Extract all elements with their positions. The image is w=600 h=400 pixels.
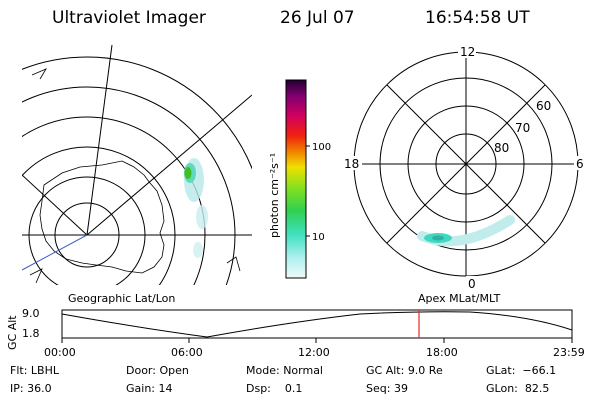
- polar-mlt-plot: 12 18 6 0 60 70 80: [342, 44, 586, 290]
- lat-label-60: 60: [536, 99, 551, 113]
- info-ip: IP: 36.0: [10, 382, 52, 395]
- mlt-label-12: 12: [460, 45, 475, 59]
- meridian-line: [86, 94, 252, 236]
- colorbar-gradient: [285, 79, 307, 279]
- timeline-xtick: 18:00: [426, 346, 458, 359]
- coast-fragment: [226, 256, 241, 272]
- info-door: Door: Open: [126, 364, 189, 377]
- timeline-xtick: 06:00: [171, 346, 203, 359]
- timeline-ylabel: GC Alt: [6, 315, 19, 350]
- timeline-xtick: 12:00: [298, 346, 330, 359]
- timeline-ytick-1: 1.8: [22, 327, 40, 340]
- info-glat: GLat: −66.1: [486, 364, 557, 377]
- colorbar-tick-100: 100: [312, 142, 331, 153]
- info-seq: Seq: 39: [366, 382, 408, 395]
- colorbar-tick-10: 10: [312, 232, 325, 243]
- coast-fragment: [29, 268, 43, 284]
- continent-outline: [39, 160, 165, 274]
- altitude-timeline: GC Alt 9.0 1.8: [6, 307, 573, 350]
- coast-fragment: [31, 68, 47, 80]
- timeline-frame: [61, 309, 573, 339]
- meridian-line: [86, 45, 113, 236]
- lat-circle: [22, 56, 252, 170]
- date-label: 26 Jul 07: [280, 8, 355, 28]
- timeline-left-title: Geographic Lat/Lon: [68, 292, 176, 305]
- colorbar: 100 10 photon cm⁻²s⁻¹: [268, 79, 331, 279]
- timeline-right-title: Apex MLat/MLT: [418, 292, 501, 305]
- info-gc-alt: GC Alt: 9.0 Re: [366, 364, 443, 377]
- lat-label-70: 70: [515, 121, 530, 135]
- mlt-label-0: 0: [468, 277, 476, 290]
- polar-axis: [386, 84, 546, 244]
- info-gain: Gain: 14: [126, 382, 173, 395]
- timeline-xtick: 23:59: [553, 346, 585, 359]
- colorbar-label: photon cm⁻²s⁻¹: [268, 153, 281, 238]
- lat-label-80: 80: [494, 141, 509, 155]
- info-dsp: Dsp: 0.1: [246, 382, 303, 395]
- aurora-oval: [417, 215, 515, 247]
- mlt-label-6: 6: [576, 157, 584, 171]
- lat-circle: [22, 146, 176, 285]
- geographic-map: [22, 45, 252, 285]
- app-title: Ultraviolet Imager: [52, 8, 206, 28]
- time-label: 16:54:58 UT: [425, 8, 530, 28]
- info-mode: Mode: Normal: [246, 364, 323, 377]
- info-flt: Flt: LBHL: [10, 364, 59, 377]
- info-glon: GLon: 82.5: [486, 382, 550, 395]
- timeline-ytick-9: 9.0: [22, 307, 40, 320]
- track-line: [22, 234, 88, 271]
- mlt-label-18: 18: [344, 157, 359, 171]
- aurora-emission: [184, 158, 208, 258]
- lat-circle: [28, 176, 146, 285]
- timeline-xtick: 00:00: [44, 346, 76, 359]
- meridian-line: [22, 174, 88, 236]
- altitude-curve: [61, 311, 573, 338]
